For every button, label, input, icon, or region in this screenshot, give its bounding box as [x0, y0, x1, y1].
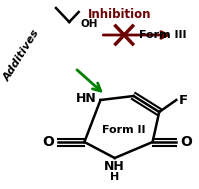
Text: Additives: Additives [2, 27, 42, 83]
Text: NH: NH [104, 160, 125, 173]
Text: F: F [179, 94, 188, 106]
Text: O: O [180, 135, 192, 149]
Text: Inhibition: Inhibition [88, 8, 151, 20]
Text: H: H [110, 172, 119, 182]
Text: Form II: Form II [102, 125, 146, 135]
Text: O: O [42, 135, 54, 149]
Text: Form III: Form III [139, 30, 187, 40]
Text: HN: HN [76, 91, 97, 105]
Text: OH: OH [81, 19, 98, 29]
